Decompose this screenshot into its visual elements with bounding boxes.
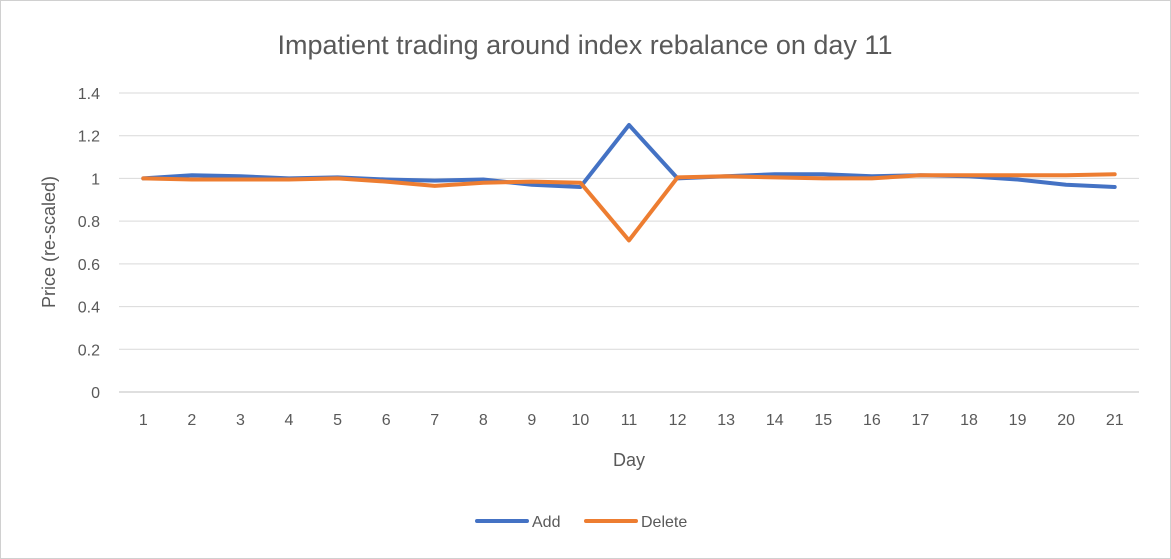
series-lines [141, 123, 1117, 243]
chart-title: Impatient trading around index rebalance… [278, 30, 893, 60]
x-tick-label: 11 [621, 412, 638, 429]
legend-label-delete: Delete [641, 514, 687, 531]
x-tick-label: 3 [236, 412, 245, 429]
y-axis-title: Price (re-scaled) [39, 176, 59, 308]
legend-label-add: Add [532, 514, 560, 531]
y-tick-label: 1.4 [78, 86, 100, 103]
y-tick-label: 1.2 [78, 129, 100, 146]
gridlines [119, 92, 1139, 393]
x-tick-label: 5 [333, 412, 342, 429]
x-axis-ticks: 1 2 3 4 5 6 7 8 9 10 11 12 13 14 15 16 17 18 19 20 21 [139, 412, 1124, 429]
y-tick-label: 0 [91, 385, 100, 402]
y-tick-label: 0.8 [78, 214, 100, 231]
x-tick-label: 13 [717, 412, 735, 429]
x-tick-label: 6 [382, 412, 391, 429]
y-tick-label: 0.4 [78, 300, 100, 317]
x-tick-label: 10 [572, 412, 590, 429]
x-tick-label: 9 [527, 412, 536, 429]
x-tick-label: 14 [766, 412, 784, 429]
x-tick-label: 12 [669, 412, 687, 429]
x-tick-label: 21 [1106, 412, 1124, 429]
y-axis-ticks: 0 0.2 0.4 0.6 0.8 1 1.2 1.4 [78, 86, 100, 402]
y-tick-label: 0.6 [78, 257, 100, 274]
series-line-delete [141, 172, 1117, 243]
x-tick-label: 8 [479, 412, 488, 429]
x-tick-label: 2 [187, 412, 196, 429]
x-tick-label: 7 [430, 412, 439, 429]
x-tick-label: 20 [1057, 412, 1075, 429]
x-tick-label: 19 [1009, 412, 1027, 429]
x-tick-label: 4 [285, 412, 294, 429]
x-tick-label: 18 [960, 412, 978, 429]
x-tick-label: 17 [912, 412, 930, 429]
x-tick-label: 15 [814, 412, 832, 429]
x-tick-label: 1 [139, 412, 148, 429]
y-tick-label: 1 [91, 171, 100, 188]
y-tick-label: 0.2 [78, 342, 100, 359]
legend: Add Delete [475, 514, 687, 531]
x-tick-label: 16 [863, 412, 881, 429]
x-axis-title: Day [613, 450, 645, 470]
